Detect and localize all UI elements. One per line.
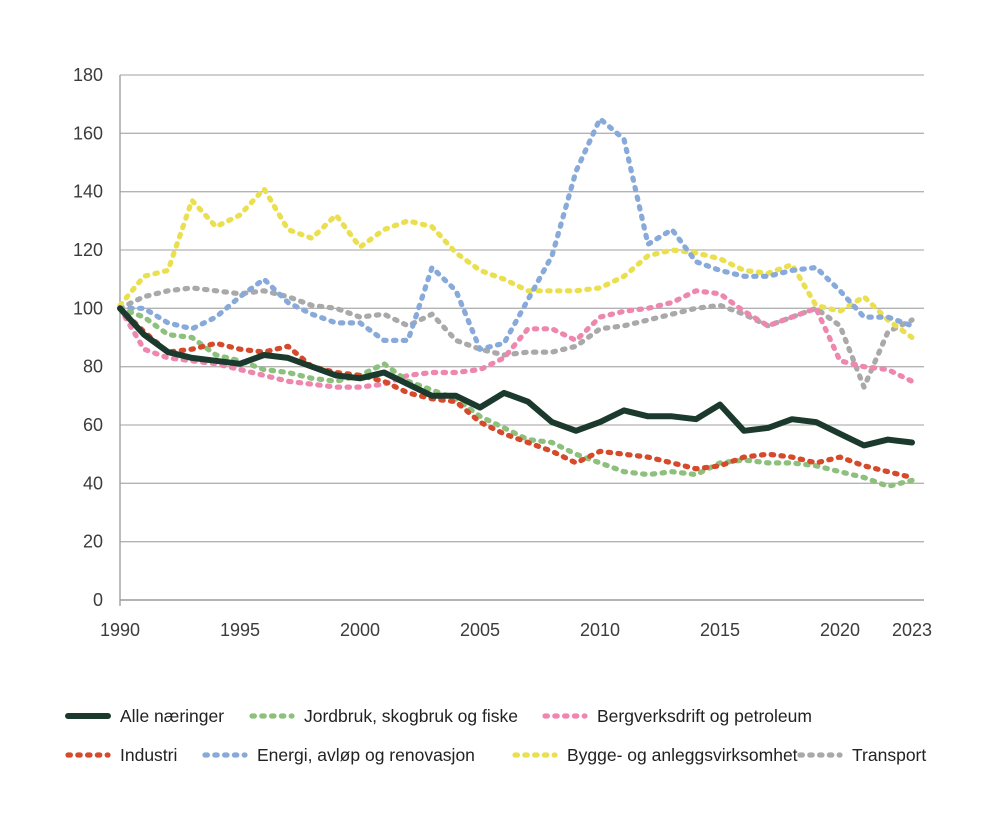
y-tick-label: 0: [93, 590, 103, 610]
y-tick-label: 160: [73, 123, 103, 143]
x-tick-label: 2023: [892, 620, 932, 640]
series-line-industri: [117, 305, 915, 481]
legend-label: Bygge- og anleggsvirksomhet: [567, 745, 798, 765]
legend-item-transport: Transport: [797, 745, 926, 765]
legend-label: Bergverksdrift og petroleum: [597, 706, 812, 726]
y-tick-label: 100: [73, 298, 103, 318]
x-tick-label: 2000: [340, 620, 380, 640]
legend-item-bergverksdrift-og-petroleum: Bergverksdrift og petroleum: [542, 706, 812, 726]
y-tick-label: 60: [83, 415, 103, 435]
series-line-transport: [117, 285, 915, 390]
y-tick-label: 120: [73, 240, 103, 260]
legend-item-industri: Industri: [65, 745, 177, 765]
legend-label: Alle næringer: [120, 706, 224, 726]
y-tick-label: 80: [83, 357, 103, 377]
x-tick-label: 2010: [580, 620, 620, 640]
series-line-energi-avl-p-og-renovasjon: [117, 116, 915, 352]
legend-item-bygge-og-anleggsvirksomhet: Bygge- og anleggsvirksomhet: [512, 745, 798, 765]
y-tick-label: 140: [73, 182, 103, 202]
series-line-bygge-og-anleggsvirksomhet: [117, 186, 915, 341]
x-tick-label: 1990: [100, 620, 140, 640]
legend-item-alle-n-ringer: Alle næringer: [65, 706, 224, 726]
legend-item-jordbruk-skogbruk-og-fiske: Jordbruk, skogbruk og fiske: [249, 706, 518, 726]
series-line-jordbruk-skogbruk-og-fiske: [117, 305, 915, 489]
legend-label: Transport: [852, 745, 926, 765]
x-tick-label: 2015: [700, 620, 740, 640]
x-tick-label: 1995: [220, 620, 260, 640]
series-line-alle-n-ringer: [117, 305, 915, 449]
y-tick-label: 20: [83, 532, 103, 552]
x-tick-label: 2005: [460, 620, 500, 640]
legend-label: Industri: [120, 745, 177, 765]
y-tick-label: 40: [83, 473, 103, 493]
y-tick-label: 180: [73, 65, 103, 85]
legend-item-energi-avl-p-og-renovasjon: Energi, avløp og renovasjon: [202, 745, 475, 765]
legend-label: Jordbruk, skogbruk og fiske: [304, 706, 518, 726]
x-tick-label: 2020: [820, 620, 860, 640]
legend-label: Energi, avløp og renovasjon: [257, 745, 475, 765]
series-line-bergverksdrift-og-petroleum: [117, 288, 915, 390]
